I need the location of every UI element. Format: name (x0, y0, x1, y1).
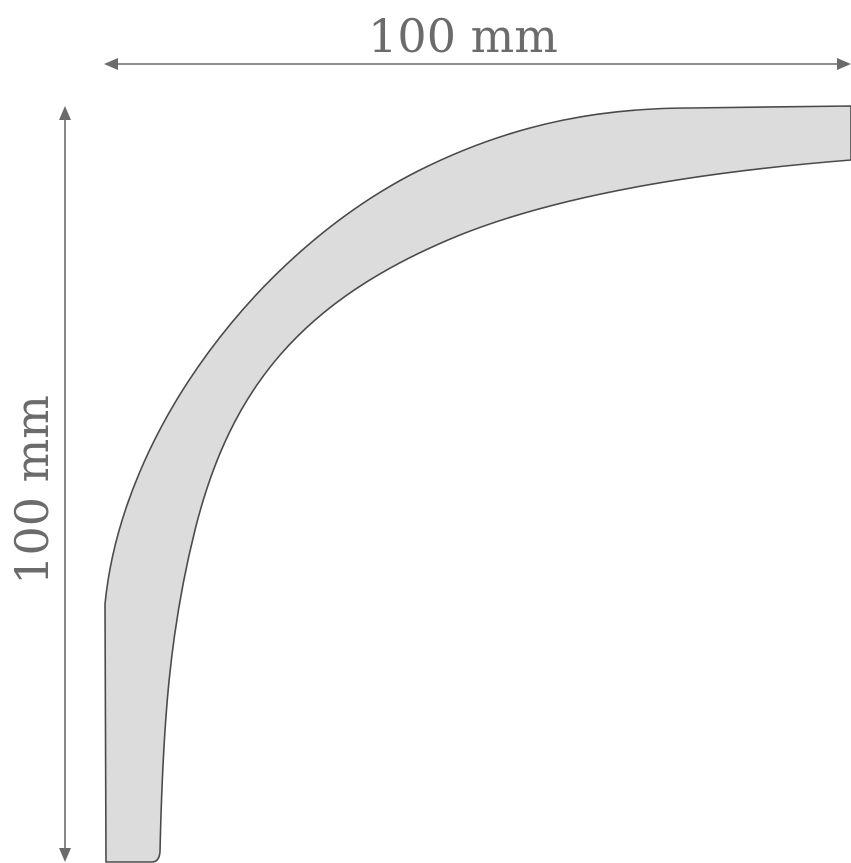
height-dimension-bottom-arrow (59, 848, 71, 862)
coving-profile-section (104, 105, 851, 863)
width-dimension-left-arrow (104, 58, 118, 70)
height-dimension-label: 100 mm (5, 395, 59, 585)
width-dimension: 100 mm (104, 9, 851, 70)
width-dimension-label: 100 mm (368, 9, 558, 63)
height-dimension-top-arrow (59, 106, 71, 120)
height-dimension: 100 mm (5, 106, 71, 862)
width-dimension-right-arrow (837, 58, 851, 70)
